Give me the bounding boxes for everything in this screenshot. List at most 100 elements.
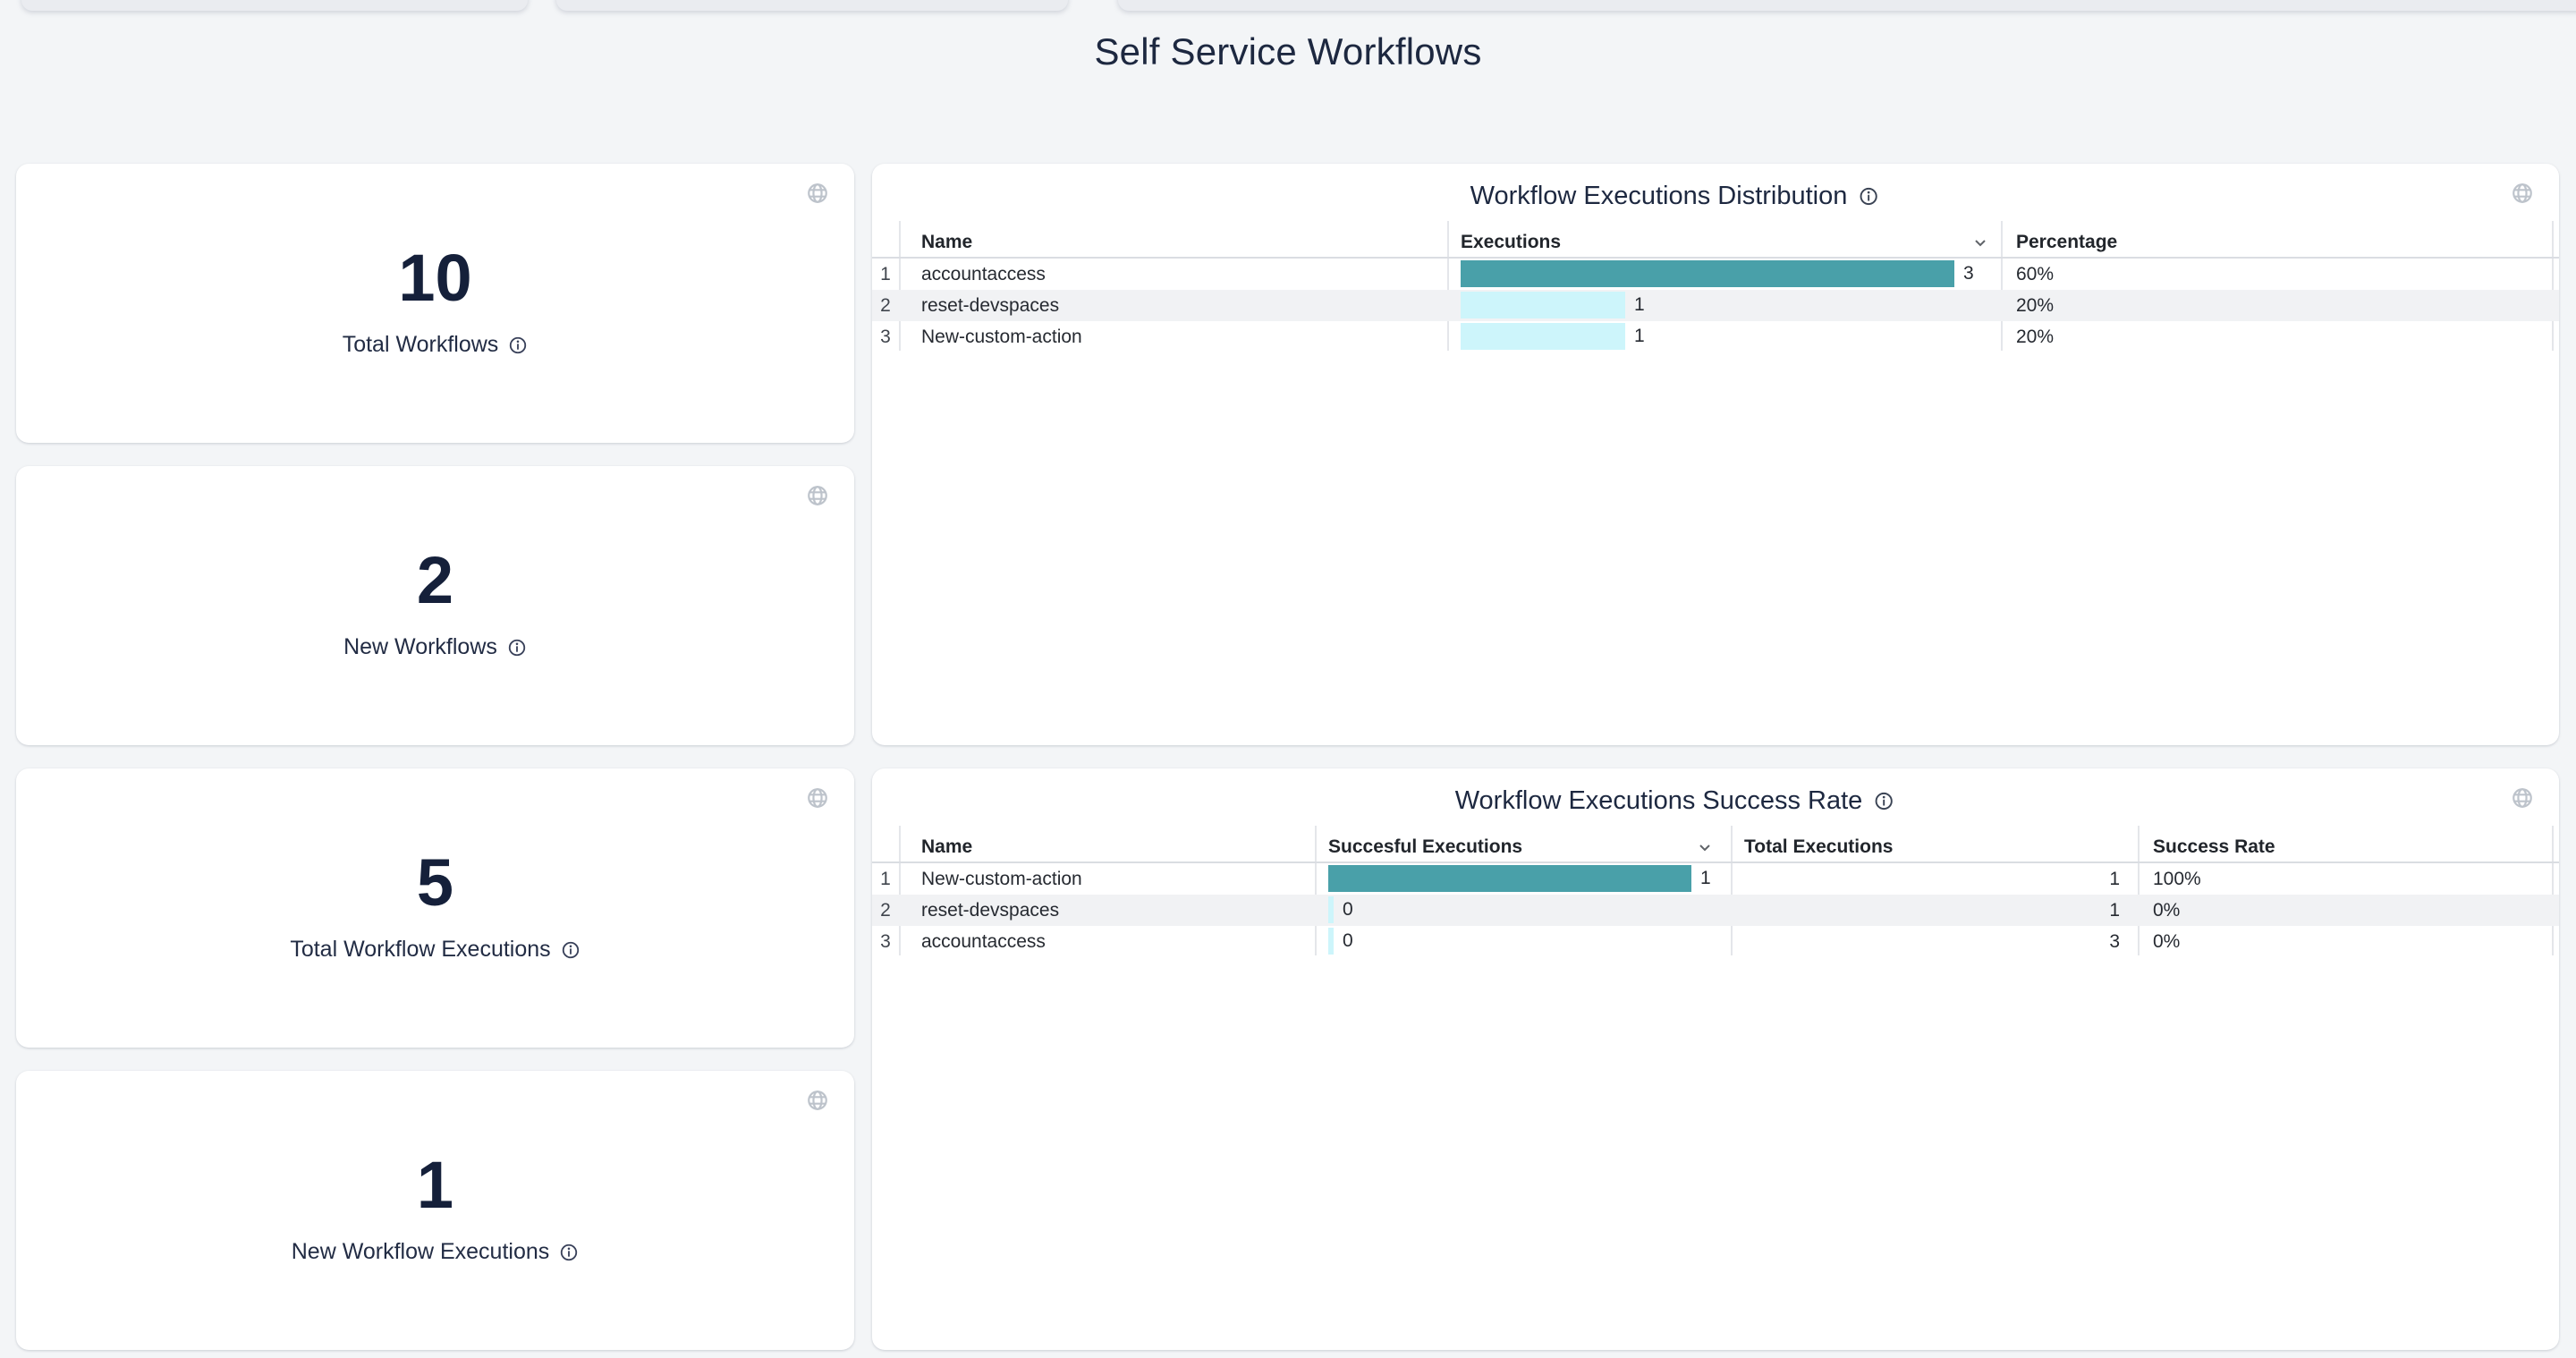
stat-card-new-workflow-executions: 1 New Workflow Executions	[16, 1071, 854, 1350]
column-header-percentage[interactable]: Percentage	[2016, 232, 2118, 252]
cell-success-rate: 0%	[2153, 931, 2181, 952]
bar-value: 1	[1700, 868, 1711, 888]
cell-name: reset-devspaces	[921, 295, 1060, 316]
globe-icon[interactable]	[806, 1089, 829, 1112]
chevron-down-icon[interactable]	[1694, 836, 1716, 858]
table-row: 2 reset-devspaces 0 1 0%	[872, 895, 2559, 926]
execution-bar	[1328, 865, 1691, 892]
bar-value: 1	[1634, 294, 1645, 315]
cell-total-executions: 3	[2109, 931, 2120, 952]
cell-name: accountaccess	[921, 931, 1046, 952]
row-index: 2	[880, 295, 891, 316]
column-header-executions[interactable]: Executions	[1461, 232, 1562, 252]
cell-percentage: 60%	[2016, 264, 2055, 284]
row-index: 1	[880, 869, 891, 889]
cell-name: accountaccess	[921, 264, 1046, 284]
table-row: 1 accountaccess 3 60%	[872, 259, 2559, 290]
stat-label: Total Workflow Executions	[290, 937, 551, 962]
column-divider	[1315, 826, 1317, 955]
info-icon[interactable]	[1858, 186, 1878, 207]
column-divider	[1447, 221, 1449, 351]
execution-bar	[1328, 896, 1334, 923]
stat-label-row: New Workflow Executions	[16, 1239, 854, 1265]
info-icon[interactable]	[1873, 791, 1894, 811]
row-index: 3	[880, 327, 891, 347]
globe-icon[interactable]	[2511, 182, 2534, 205]
stat-label-row: Total Workflows	[16, 332, 854, 358]
cell-successful-executions: 0	[1328, 896, 1353, 923]
stat-card-new-workflows: 2 New Workflows	[16, 466, 854, 745]
cell-success-rate: 0%	[2153, 900, 2181, 921]
execution-bar	[1328, 928, 1334, 955]
cell-executions: 1	[1461, 323, 1645, 350]
info-icon[interactable]	[507, 638, 527, 658]
cell-total-executions: 1	[2109, 900, 2120, 921]
card-stub-top-3[interactable]	[1118, 0, 2576, 11]
column-divider	[899, 221, 901, 351]
cell-name: New-custom-action	[921, 869, 1082, 889]
column-divider	[2552, 826, 2554, 955]
info-icon[interactable]	[508, 335, 528, 355]
stat-label: New Workflow Executions	[291, 1239, 550, 1264]
stat-label: Total Workflows	[342, 332, 499, 357]
table-title: Workflow Executions Distribution	[1470, 182, 1879, 211]
stat-value: 2	[416, 543, 454, 617]
column-header-total[interactable]: Total Executions	[1744, 836, 1894, 857]
cell-name: reset-devspaces	[921, 900, 1060, 921]
chevron-down-icon[interactable]	[1970, 232, 1991, 253]
stat-label: New Workflows	[343, 634, 497, 659]
column-divider	[1731, 826, 1733, 955]
row-index: 1	[880, 264, 891, 284]
execution-bar	[1461, 323, 1625, 350]
bar-value: 0	[1343, 930, 1353, 951]
cell-executions: 1	[1461, 292, 1645, 318]
table-row: 1 New-custom-action 1 1 100%	[872, 863, 2559, 895]
table-title: Workflow Executions Success Rate	[1455, 786, 1894, 816]
card-stub-top-2[interactable]	[556, 0, 1068, 11]
header-divider	[872, 861, 2559, 863]
column-divider	[2552, 221, 2554, 351]
bar-value: 1	[1634, 326, 1645, 346]
cell-success-rate: 100%	[2153, 869, 2201, 889]
globe-icon[interactable]	[806, 484, 829, 507]
column-header-rate[interactable]: Success Rate	[2153, 836, 2275, 857]
info-icon[interactable]	[559, 1243, 579, 1262]
row-index: 2	[880, 900, 891, 921]
bar-value: 0	[1343, 899, 1353, 920]
execution-bar	[1461, 260, 1954, 287]
row-index: 3	[880, 931, 891, 952]
cell-percentage: 20%	[2016, 327, 2055, 347]
stat-label-row: New Workflows	[16, 634, 854, 660]
cell-successful-executions: 1	[1328, 865, 1711, 892]
card-stub-top-1[interactable]	[21, 0, 528, 11]
table-row: 3 accountaccess 0 3 0%	[872, 926, 2559, 957]
cell-total-executions: 1	[2109, 869, 2120, 889]
column-header-name[interactable]: Name	[921, 836, 973, 857]
globe-icon[interactable]	[2511, 786, 2534, 810]
info-icon[interactable]	[561, 940, 580, 960]
table-row: 3 New-custom-action 1 20%	[872, 321, 2559, 352]
execution-bar	[1461, 292, 1625, 318]
stat-label-row: Total Workflow Executions	[16, 937, 854, 963]
cell-executions: 3	[1461, 260, 1974, 287]
header-divider	[872, 257, 2559, 259]
stat-value: 10	[398, 241, 472, 315]
bar-value: 3	[1963, 263, 1974, 284]
table-card-success-rate: Workflow Executions Success Rate Name Su…	[872, 768, 2559, 1350]
column-divider	[2001, 221, 2003, 351]
table-card-executions-distribution: Workflow Executions Distribution Name Ex…	[872, 164, 2559, 745]
column-divider	[2138, 826, 2140, 955]
globe-icon[interactable]	[806, 786, 829, 810]
stat-card-total-workflows: 10 Total Workflows	[16, 164, 854, 443]
column-header-name[interactable]: Name	[921, 232, 973, 252]
stat-value: 1	[416, 1148, 454, 1222]
stat-value: 5	[416, 845, 454, 920]
table-title-text: Workflow Executions Success Rate	[1454, 786, 1863, 815]
table-row: 2 reset-devspaces 1 20%	[872, 290, 2559, 321]
globe-icon[interactable]	[806, 182, 829, 205]
cell-percentage: 20%	[2016, 295, 2055, 316]
cell-name: New-custom-action	[921, 327, 1082, 347]
column-header-successful[interactable]: Succesful Executions	[1328, 836, 1523, 857]
cell-successful-executions: 0	[1328, 928, 1353, 955]
